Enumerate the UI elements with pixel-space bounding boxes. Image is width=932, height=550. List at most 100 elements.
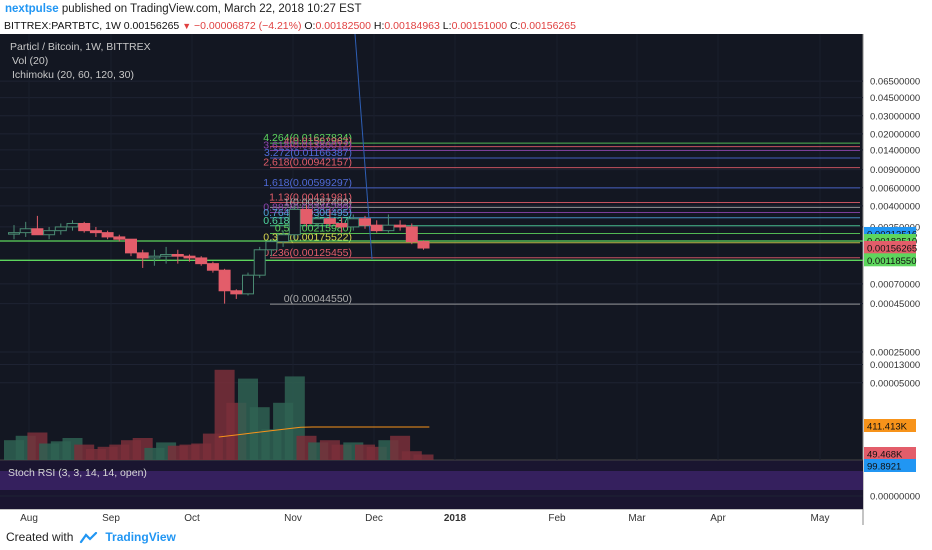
symbol-line: BITTREX:PARTBTC, 1W — [4, 20, 121, 32]
candle-body — [312, 218, 325, 224]
down-arrow-icon: ▼ — [182, 21, 192, 31]
footer: Created with TradingView — [0, 525, 932, 550]
candle-body — [347, 218, 360, 228]
candle-body — [183, 255, 196, 259]
y-axis-labels: 0.06500000 0.04500000 0.03000000 0.02000000… — [870, 77, 920, 503]
candle-body — [195, 257, 208, 265]
y-tick-label: 0.00013000 — [870, 360, 920, 371]
candle-body — [19, 228, 32, 234]
candle-body — [323, 218, 336, 224]
y-tick-label: 0.04500000 — [870, 93, 920, 104]
candle-body — [405, 226, 418, 243]
price-badge-label: 99.8921 — [867, 462, 901, 473]
volume-bar — [85, 449, 106, 460]
x-tick-label: Nov — [284, 513, 302, 524]
fib-label: 3.272(0.01166387) — [264, 147, 352, 159]
volume-bar — [401, 451, 422, 460]
symbol-header: BITTREX:PARTBTC, 1W 0.00156265 ▼ −0.0000… — [0, 18, 932, 34]
fib-label: 4.264(0.01627834) — [263, 132, 352, 144]
price-badges: 0.002135160.001825100.001562650.00118550… — [864, 226, 917, 473]
legend-ichimoku: Ichimoku (20, 60, 120, 30) — [12, 69, 134, 81]
legend-title: Particl / Bitcoin, 1W, BITTREX — [10, 41, 151, 53]
price-chart[interactable]: 4.264(0.01627834)4(0.01502963)3.618(0.01… — [0, 34, 932, 525]
candle-body — [66, 222, 79, 228]
candles — [8, 204, 430, 304]
last-price: 0.00156265 — [123, 20, 180, 32]
x-tick-label: Feb — [548, 513, 566, 524]
fib-label: 0(0.00044550) — [284, 293, 352, 305]
y-tick-label: 0.00045000 — [870, 299, 920, 310]
x-axis-labels: Aug Sep Oct Nov Dec 2018 Feb Mar Apr May — [20, 513, 829, 524]
candle-body — [218, 269, 231, 292]
y-tick-label: 0.03000000 — [870, 111, 920, 122]
candle-body — [206, 263, 219, 271]
price-badge-bg — [864, 459, 916, 472]
candle-body — [43, 230, 56, 236]
tradingview-logo-icon — [80, 531, 98, 543]
candle-body — [359, 218, 371, 226]
low-label: L: — [442, 20, 452, 32]
price-badge-bg — [864, 253, 916, 267]
x-tick-label: Apr — [710, 513, 726, 524]
fib-label: 3.618(0.01380012) — [263, 140, 352, 152]
author-link[interactable]: nextpulse — [5, 3, 59, 15]
candle-body — [253, 249, 266, 276]
price-badge-label: 0.00156265 — [867, 243, 917, 254]
candle-body — [394, 224, 407, 228]
candle-body — [335, 222, 348, 228]
legend-stoch: Stoch RSI (3, 3, 14, 14, open) — [8, 467, 147, 479]
candle-body — [31, 228, 44, 236]
high-label: H: — [373, 20, 385, 32]
volume-bar — [413, 454, 434, 460]
candle-body — [265, 241, 278, 251]
candle-body — [136, 252, 149, 259]
candle-body — [382, 224, 395, 232]
y-tick-label: 0.01400000 — [870, 145, 920, 156]
candle-body — [8, 232, 20, 235]
publish-header: nextpulse published on TradingView.com, … — [0, 0, 932, 18]
price-badge-label: 411.413K — [867, 422, 908, 433]
candle-body — [113, 236, 126, 240]
candle-body — [125, 238, 137, 254]
x-tick-label: May — [811, 513, 830, 524]
tradingview-brand[interactable]: TradingView — [105, 530, 176, 544]
price-badge-label: 0.00118550 — [867, 256, 917, 267]
candle-body — [160, 253, 173, 257]
candle-body — [101, 232, 114, 238]
fib-label: 1.13(0.00431981) — [269, 191, 352, 203]
published-text: published on TradingView.com, March 22, … — [61, 3, 362, 15]
price-badge-bg — [864, 240, 916, 254]
x-tick-label: Mar — [628, 513, 646, 524]
y-tick-label: 0.02000000 — [870, 129, 920, 140]
y-tick-label: 0.00900000 — [870, 165, 920, 176]
price-axis[interactable] — [863, 34, 932, 525]
stoch-band — [0, 471, 863, 490]
open-value: 0.00182500 — [315, 20, 371, 32]
candle-body — [370, 224, 383, 232]
open-label: O: — [304, 20, 316, 32]
close-label: C: — [509, 20, 521, 32]
fib-label: 4(0.01502963) — [284, 136, 352, 148]
price-change: −0.00006872 (−4.21%) — [194, 20, 302, 32]
x-tick-label: Dec — [365, 513, 383, 524]
volume-ma-line — [218, 426, 430, 438]
candle-body — [54, 226, 67, 232]
fib-label: 2.618(0.00942157) — [263, 157, 352, 169]
candle-body — [288, 208, 301, 236]
fib-label: 0.236(0.00125455) — [263, 247, 352, 259]
y-tick-label: 0.06500000 — [870, 77, 920, 88]
candle-body — [171, 253, 184, 257]
fib-label: 1.618(0.00599297) — [263, 177, 352, 189]
y-tick-label: 0.00000000 — [870, 492, 920, 503]
time-axis[interactable] — [0, 509, 863, 525]
price-badge-label: 49.468K — [867, 450, 903, 461]
created-with-label: Created with — [6, 530, 74, 544]
volume-bars — [4, 369, 434, 460]
candle-body — [230, 290, 243, 295]
price-badge-bg — [864, 447, 916, 460]
candle-body — [277, 234, 290, 243]
close-value: 0.00156265 — [520, 20, 576, 32]
legend-vol: Vol (20) — [12, 55, 48, 67]
y-tick-label: 0.00400000 — [870, 201, 920, 212]
x-tick-label: 2018 — [444, 513, 467, 524]
